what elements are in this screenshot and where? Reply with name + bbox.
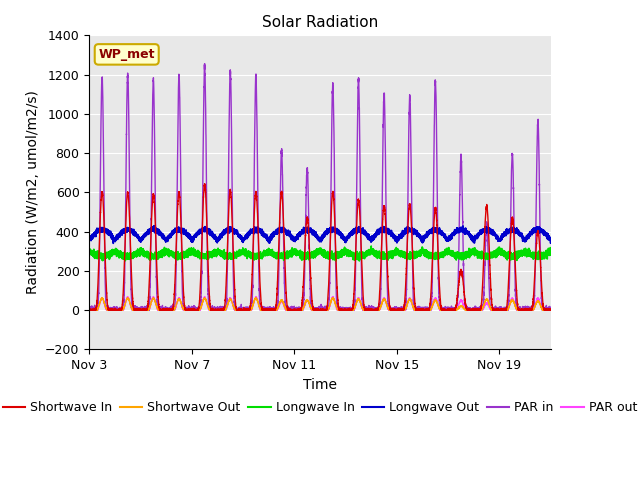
Shortwave Out [85, 307, 93, 312]
PAR in [547, 307, 555, 313]
Text: WP_met: WP_met [99, 48, 155, 61]
PAR out [280, 302, 287, 308]
Shortwave In [454, 288, 462, 294]
Longwave In [280, 253, 287, 259]
Longwave In [332, 258, 340, 264]
Shortwave In [432, 205, 440, 211]
Longwave Out [450, 231, 458, 237]
Longwave Out [109, 240, 117, 246]
Title: Solar Radiation: Solar Radiation [262, 15, 378, 30]
Longwave Out [432, 226, 440, 232]
Shortwave In [267, 307, 275, 313]
PAR in [85, 307, 93, 312]
Line: PAR in: PAR in [89, 64, 551, 310]
Longwave In [367, 243, 375, 249]
PAR out [86, 307, 93, 313]
PAR in [267, 306, 275, 312]
Longwave In [85, 249, 93, 254]
Shortwave Out [280, 301, 287, 307]
Shortwave In [280, 226, 287, 231]
Shortwave Out [267, 307, 275, 312]
PAR out [267, 307, 275, 313]
PAR in [450, 307, 458, 313]
Longwave Out [85, 238, 93, 243]
Line: Shortwave Out: Shortwave Out [89, 298, 551, 310]
Shortwave Out [86, 307, 93, 313]
Shortwave In [201, 181, 209, 187]
PAR out [547, 307, 555, 313]
Shortwave Out [450, 307, 458, 313]
Shortwave In [467, 307, 474, 313]
Longwave Out [454, 226, 462, 231]
Longwave In [267, 251, 275, 257]
Line: Longwave In: Longwave In [89, 246, 551, 261]
Shortwave In [85, 307, 93, 312]
Longwave In [547, 247, 555, 252]
Longwave In [432, 252, 440, 258]
PAR in [454, 285, 462, 290]
Shortwave In [450, 307, 458, 313]
PAR out [454, 304, 462, 310]
Legend: Shortwave In, Shortwave Out, Longwave In, Longwave Out, PAR in, PAR out: Shortwave In, Shortwave Out, Longwave In… [0, 396, 640, 420]
PAR out [432, 296, 440, 301]
Shortwave Out [330, 295, 337, 300]
Longwave In [450, 252, 458, 258]
X-axis label: Time: Time [303, 378, 337, 392]
Longwave In [467, 250, 474, 256]
PAR out [329, 294, 337, 300]
Line: Longwave Out: Longwave Out [89, 226, 551, 243]
Shortwave Out [547, 307, 555, 313]
PAR out [85, 307, 93, 313]
Longwave Out [547, 240, 555, 246]
Longwave In [454, 251, 462, 256]
Shortwave Out [432, 298, 440, 303]
Line: Shortwave In: Shortwave In [89, 184, 551, 310]
PAR out [450, 307, 458, 313]
PAR in [280, 242, 287, 248]
Longwave Out [150, 223, 158, 228]
PAR in [86, 307, 93, 313]
PAR out [467, 307, 474, 313]
Shortwave In [547, 307, 555, 313]
Longwave Out [267, 236, 275, 242]
Shortwave Out [467, 307, 474, 313]
Y-axis label: Radiation (W/m2, umol/m2/s): Radiation (W/m2, umol/m2/s) [26, 90, 40, 294]
PAR in [201, 61, 209, 67]
PAR in [432, 82, 440, 88]
PAR in [467, 307, 474, 313]
Longwave Out [467, 235, 474, 240]
Shortwave Out [454, 306, 462, 312]
Line: PAR out: PAR out [89, 297, 551, 310]
Longwave Out [280, 228, 287, 233]
Shortwave In [86, 307, 93, 313]
